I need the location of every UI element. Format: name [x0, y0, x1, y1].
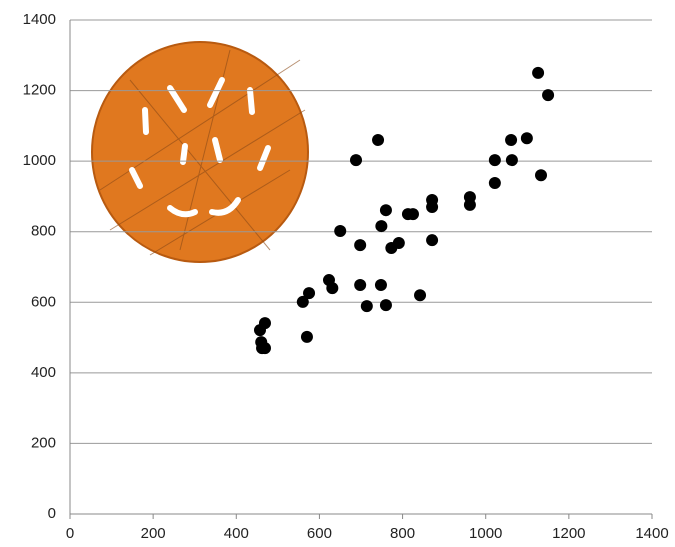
point [535, 169, 547, 181]
point [385, 242, 397, 254]
x-tick-label: 1000 [469, 525, 502, 542]
y-tick-label: 400 [31, 364, 56, 381]
point [375, 220, 387, 232]
point [350, 154, 362, 166]
point [505, 134, 517, 146]
y-tick-label: 1000 [23, 152, 56, 169]
point [426, 201, 438, 213]
x-tick-label: 1400 [635, 525, 668, 542]
point [489, 177, 501, 189]
point [254, 324, 266, 336]
point [361, 300, 373, 312]
point [354, 279, 366, 291]
y-tick-label: 0 [48, 505, 56, 522]
point [301, 331, 313, 343]
point [354, 239, 366, 251]
x-tick-label: 200 [141, 525, 166, 542]
point [380, 299, 392, 311]
point [426, 234, 438, 246]
point [375, 279, 387, 291]
point [334, 225, 346, 237]
point [489, 154, 501, 166]
point [259, 342, 271, 354]
chart: 0 200 400 600 800 1000 1200 1400 0 200 400 600 800 10… [0, 0, 675, 547]
point [464, 199, 476, 211]
y-tick-label: 1400 [23, 11, 56, 28]
x-tick-label: 600 [307, 525, 332, 542]
x-tick-label: 400 [224, 525, 249, 542]
point [506, 154, 518, 166]
y-tick-label: 1200 [23, 82, 56, 99]
x-tick-label: 800 [390, 525, 415, 542]
point [542, 89, 554, 101]
x-tick-label: 0 [66, 525, 74, 542]
point [521, 132, 533, 144]
y-tick-label: 600 [31, 293, 56, 310]
point [407, 208, 419, 220]
point [380, 204, 392, 216]
x-tick-label: 1200 [552, 525, 585, 542]
point [372, 134, 384, 146]
point [326, 282, 338, 294]
y-tick-label: 800 [31, 223, 56, 240]
point [414, 289, 426, 301]
y-tick-label: 200 [31, 434, 56, 451]
cookie-image [92, 42, 308, 262]
point [532, 67, 544, 79]
point [297, 296, 309, 308]
